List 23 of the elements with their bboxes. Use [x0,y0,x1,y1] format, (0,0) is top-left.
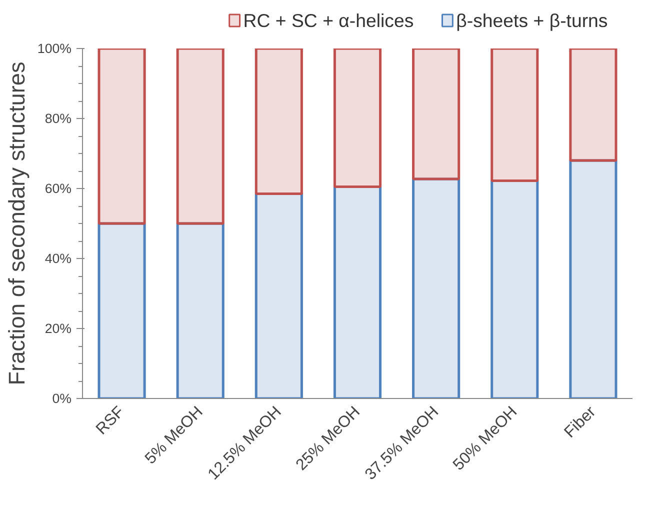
bar [412,178,460,398]
bar [254,48,303,195]
bar [176,48,224,225]
bar [412,48,460,180]
y-tick-label: 60% [44,181,72,196]
bar [490,48,539,182]
legend-label: RC + SC + α-helices [243,10,414,31]
bar [490,180,539,398]
bar [254,192,303,398]
bar [176,222,224,398]
y-tick-label: 80% [44,111,72,126]
bar [569,48,618,162]
legend-label: β-sheets + β-turns [456,10,608,31]
bar [98,48,146,225]
y-tick-label: 20% [44,321,72,336]
bar [98,222,146,398]
y-axis-title: Fraction of secondary structures [3,62,30,386]
y-tick-label: 100% [37,41,72,56]
y-tick-label: 0% [52,391,72,406]
bar [333,186,382,398]
bar [569,159,618,398]
bar [333,48,382,188]
y-tick-label: 40% [44,251,72,266]
